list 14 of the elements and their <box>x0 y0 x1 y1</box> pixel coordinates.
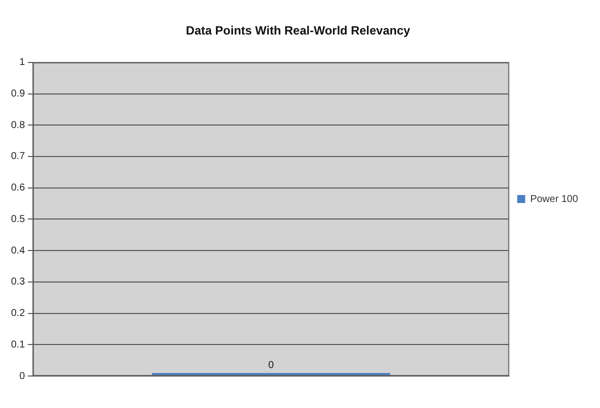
y-tick-label: 0.5 <box>10 214 26 225</box>
y-tick-label: 1 <box>19 57 26 68</box>
chart-title: Data Points With Real-World Relevancy <box>186 24 411 38</box>
y-tick-label: 0.6 <box>10 182 26 194</box>
y-tick-label: 0.3 <box>10 276 26 288</box>
legend-label: Power 100 <box>530 194 578 205</box>
y-tick-label: 0.9 <box>10 88 26 100</box>
y-tick-label: 0.7 <box>10 151 26 162</box>
y-tick-label: 0 <box>19 370 26 382</box>
y-tick-label: 0.8 <box>10 120 26 131</box>
y-tick-label: 0.1 <box>10 339 26 350</box>
y-tick-label: 0.2 <box>10 308 26 320</box>
y-tick-label: 0.4 <box>10 245 26 256</box>
data-label: 0 <box>268 360 274 371</box>
